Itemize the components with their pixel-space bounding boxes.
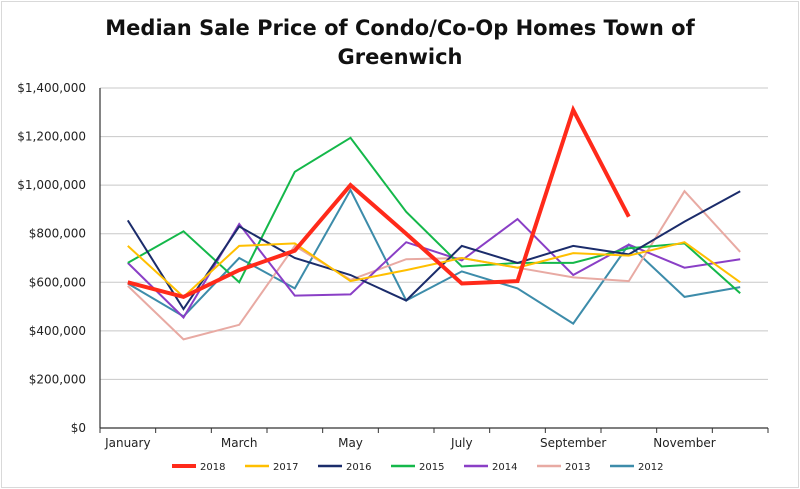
y-tick-label: $1,200,000 (17, 130, 86, 144)
series-lines (126, 104, 741, 341)
legend-label-2016: 2016 (346, 462, 371, 473)
y-tick-label: $800,000 (29, 227, 86, 241)
legend-label-2017: 2017 (273, 462, 298, 473)
x-tick-label: September (540, 436, 606, 450)
legend-label-2018: 2018 (200, 462, 225, 473)
chart-title: Median Sale Price of Condo/Co-Op Homes T… (0, 14, 800, 72)
legend-label-2014: 2014 (492, 462, 517, 473)
legend-label-2012: 2012 (638, 462, 663, 473)
y-tick-label: $1,400,000 (17, 81, 86, 95)
x-axis-tick-labels: January March May July September November (104, 436, 716, 450)
y-tick-label: $600,000 (29, 275, 86, 289)
x-tick-label: March (221, 436, 258, 450)
chart-title-line-2: Greenwich (337, 45, 463, 69)
x-tick-label: January (104, 436, 151, 450)
y-tick-label: $200,000 (29, 372, 86, 386)
y-tick-label: $0 (71, 421, 86, 435)
series-line-2015 (127, 136, 741, 294)
series-line-2016 (126, 190, 741, 311)
y-tick-label: $1,000,000 (17, 178, 86, 192)
axes (99, 88, 769, 433)
series-line-2017 (127, 241, 741, 299)
series-line-2018 (127, 104, 631, 300)
x-tick-label: November (653, 436, 715, 450)
y-axis-tick-labels: $0 $200,000 $400,000 $600,000 $800,000 $1,000… (17, 81, 86, 435)
legend-label-2015: 2015 (419, 462, 444, 473)
legend: 2018 2017 2016 2015 2014 2013 2012 (172, 462, 663, 473)
legend-label-2013: 2013 (565, 462, 590, 473)
x-tick-label: July (450, 436, 473, 450)
x-tick-label: May (338, 436, 363, 450)
chart-title-line-1: Median Sale Price of Condo/Co-Op Homes T… (105, 16, 695, 40)
y-tick-label: $400,000 (29, 324, 86, 338)
